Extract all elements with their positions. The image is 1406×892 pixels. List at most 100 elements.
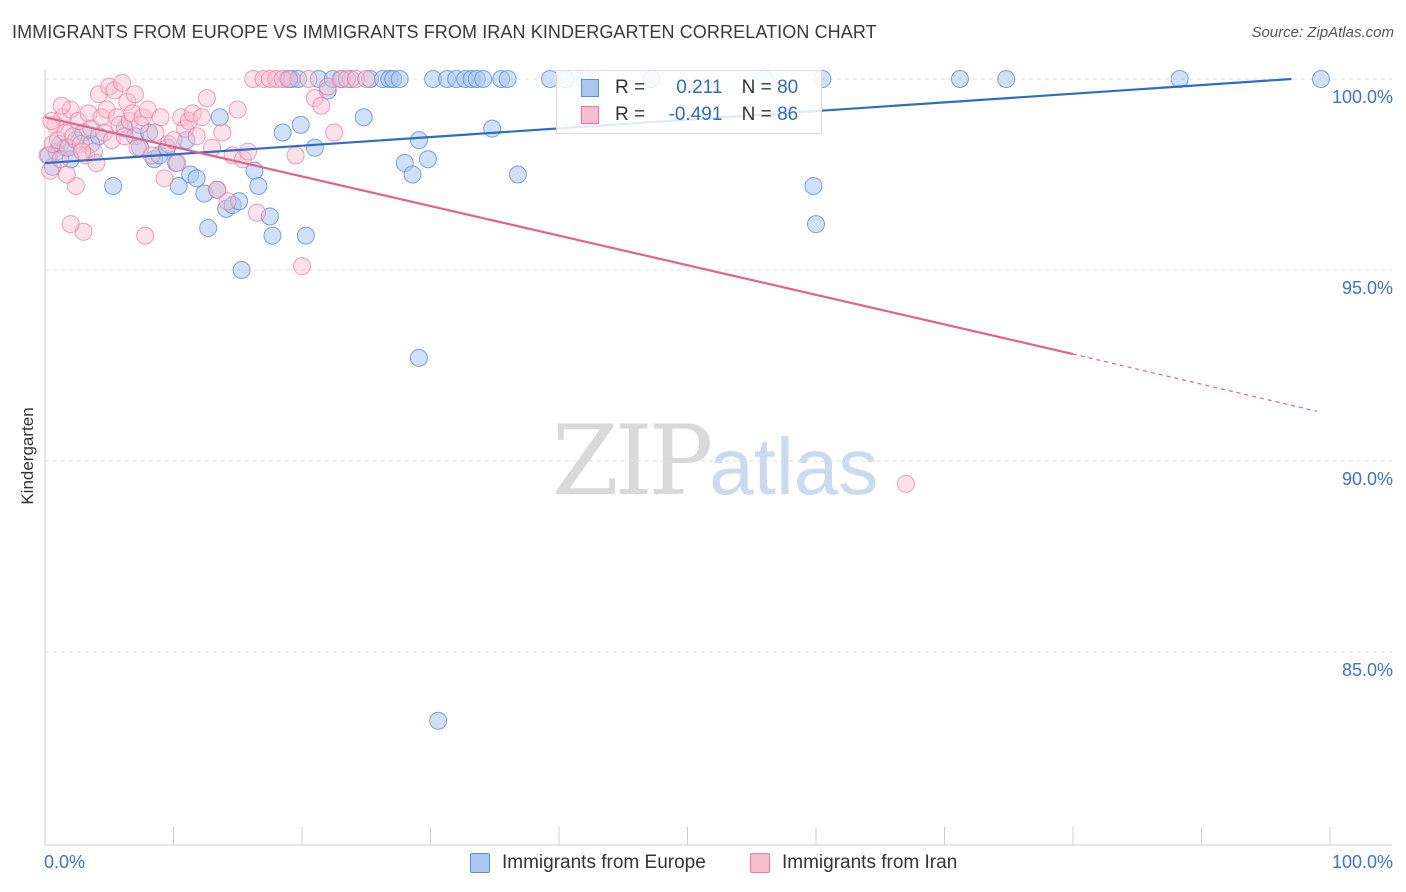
x-tick-label-min: 0.0%	[44, 852, 86, 872]
iran-point-68	[280, 70, 299, 88]
europe-point-46	[341, 70, 360, 88]
iran-point-20	[89, 85, 108, 104]
chart-title: IMMIGRANTS FROM EUROPE VS IMMIGRANTS FRO…	[12, 22, 877, 42]
iran-point-42	[151, 108, 170, 127]
iran-point-70	[293, 257, 311, 276]
y-tick-label-85: 85.0%	[1341, 660, 1393, 680]
legend-iran-label: Immigrants from Iran	[782, 852, 958, 873]
legend-iran-swatch	[750, 853, 770, 873]
europe-point-32	[249, 176, 268, 195]
europe-point-47	[354, 108, 373, 127]
trend-line-iran	[44, 116, 1074, 356]
iran-point-57	[218, 192, 237, 211]
iran-point-59	[228, 100, 247, 119]
iran-point-38	[136, 226, 155, 245]
iran-point-34	[125, 85, 144, 104]
europe-swatch	[581, 79, 599, 97]
europe-r-value: 0.211	[676, 77, 723, 98]
europe-point-73	[804, 176, 823, 195]
iran-point-65	[260, 70, 279, 88]
iran-point-23	[97, 100, 116, 119]
europe-point-56	[418, 150, 437, 169]
iran-point-61	[239, 142, 258, 161]
iran-point-56	[213, 123, 232, 142]
iran-point-83	[57, 165, 76, 184]
iran-point-76	[331, 70, 350, 88]
europe-point-34	[263, 226, 282, 245]
iran-point-19	[87, 154, 106, 173]
europe-point-81	[429, 711, 448, 730]
iran-point-55	[208, 180, 227, 199]
iran-swatch	[581, 106, 599, 124]
europe-point-55	[409, 131, 428, 150]
chart-source: Source: ZipAtlas.com	[1251, 24, 1394, 41]
iran-point-31	[118, 92, 137, 111]
europe-point-35	[273, 123, 292, 142]
europe-point-64	[483, 119, 502, 138]
europe-point-22	[187, 169, 206, 188]
y-tick-label-100: 100.0%	[1331, 87, 1393, 107]
europe-point-52	[390, 70, 409, 88]
europe-point-19	[169, 176, 188, 195]
iran-point-71	[299, 70, 318, 88]
europe-point-66	[498, 70, 517, 88]
watermark-atlas: atlas	[709, 422, 879, 511]
axis-layer	[44, 70, 1392, 846]
legend-europe-swatch	[470, 853, 490, 873]
europe-point-76	[950, 70, 969, 88]
iran-point-4	[48, 131, 67, 150]
europe-point-20	[177, 131, 196, 150]
y-tick-label-90: 90.0%	[1341, 469, 1393, 489]
iran-n-label: N =	[741, 104, 772, 125]
y-axis-label: Kindergarten	[18, 407, 37, 505]
iran-point-82	[52, 96, 71, 115]
europe-point-79	[1312, 70, 1331, 88]
legend-europe-label: Immigrants from Europe	[502, 852, 706, 873]
iran-point-46	[168, 154, 187, 173]
iran-point-53	[197, 89, 216, 108]
iran-point-84	[73, 142, 92, 161]
europe-point-67	[508, 165, 527, 184]
iran-point-78	[346, 70, 365, 88]
y-tick-label-95: 95.0%	[1341, 278, 1393, 298]
europe-point-54	[403, 165, 422, 184]
iran-point-52	[192, 108, 211, 127]
stats-legend: R = 0.211 N = 80 R = -0.491 N = 86	[556, 70, 822, 134]
iran-point-43	[155, 169, 174, 188]
europe-r-label: R =	[615, 77, 646, 98]
iran-n-value: 86	[777, 104, 799, 125]
iran-point-75	[325, 123, 344, 142]
iran-point-72	[305, 89, 324, 108]
iran-point-69	[286, 146, 305, 165]
watermark: ZIPatlas	[552, 405, 878, 517]
europe-n-label: N =	[741, 77, 772, 98]
europe-point-78	[1170, 70, 1189, 88]
iran-point-29	[113, 73, 132, 92]
iran-point-66	[267, 70, 286, 88]
europe-point-24	[199, 218, 218, 237]
europe-point-77	[997, 70, 1016, 88]
trend-line-iran-extrapolated	[1072, 353, 1318, 412]
iran-point-67	[273, 70, 292, 88]
iran-r-label: R =	[615, 104, 646, 125]
iran-point-50	[183, 104, 202, 123]
x-tick-label-max: 100.0%	[1331, 852, 1393, 872]
iran-point-45	[164, 131, 183, 150]
europe-point-40	[296, 226, 315, 245]
iran-point-79	[357, 70, 376, 88]
iran-point-80	[61, 215, 80, 234]
iran-point-85	[896, 474, 915, 493]
europe-point-41	[305, 138, 324, 157]
europe-point-80	[409, 348, 428, 367]
europe-point-74	[807, 215, 825, 234]
iran-point-63	[248, 203, 267, 222]
europe-point-63	[474, 70, 493, 88]
europe-point-30	[232, 261, 251, 279]
europe-point-10	[104, 176, 123, 195]
europe-n-value: 80	[777, 77, 799, 98]
iran-point-51	[187, 127, 206, 146]
iran-point-73	[312, 96, 331, 115]
iran-point-26	[105, 81, 124, 100]
europe-point-39	[291, 115, 310, 134]
